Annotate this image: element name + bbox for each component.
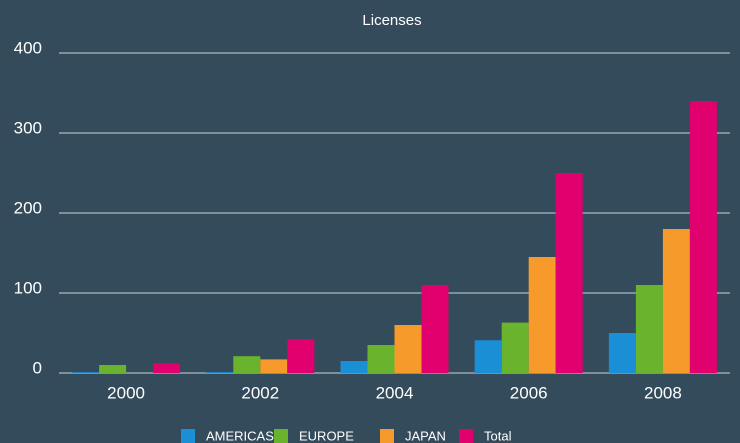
bar [501, 322, 529, 373]
legend-label: Total [484, 428, 512, 443]
bar [72, 372, 100, 373]
legend-label: JAPAN [405, 428, 446, 443]
legend-swatch [274, 429, 288, 443]
bar [260, 359, 288, 373]
chart-title: Licenses [362, 12, 421, 29]
bar [99, 365, 127, 373]
x-tick-label: 2008 [644, 383, 682, 402]
y-tick-label: 200 [14, 198, 42, 217]
bar [528, 257, 556, 373]
bar [340, 361, 368, 373]
bar [635, 285, 663, 373]
x-tick-label: 2006 [510, 383, 548, 402]
x-tick-label: 2004 [376, 383, 414, 402]
bar [662, 229, 690, 373]
bar [153, 363, 181, 373]
bar [474, 340, 502, 373]
legend-label: EUROPE [299, 428, 354, 443]
legend-label: AMERICAS [206, 428, 274, 443]
x-tick-label: 2002 [241, 383, 279, 402]
legend-swatch [380, 429, 394, 443]
bar [367, 345, 395, 373]
bar [555, 173, 583, 373]
bar [608, 333, 636, 373]
legend-swatch [459, 429, 473, 443]
y-tick-label: 300 [14, 118, 42, 137]
y-tick-label: 0 [33, 358, 42, 377]
bar [689, 101, 717, 373]
bar [206, 372, 234, 373]
y-tick-label: 100 [14, 278, 42, 297]
bar [394, 325, 422, 373]
bar [287, 339, 315, 373]
x-tick-label: 2000 [107, 383, 145, 402]
bar [233, 356, 261, 373]
legend-swatch [181, 429, 195, 443]
y-tick-label: 400 [14, 38, 42, 57]
bar [421, 285, 449, 373]
